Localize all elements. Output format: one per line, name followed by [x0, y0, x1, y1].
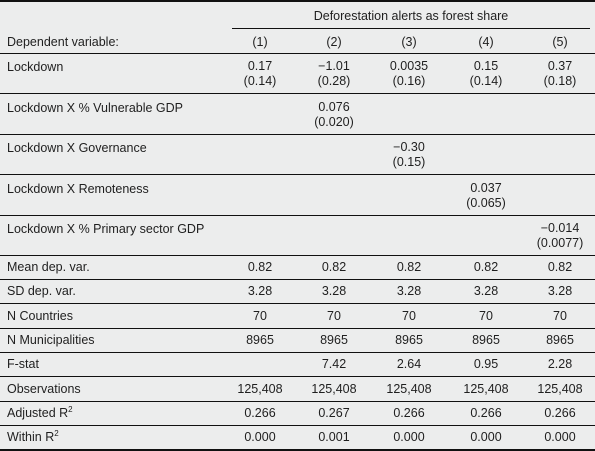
row-label: Within R2 — [7, 428, 59, 444]
statistic-value: 70 — [253, 309, 267, 323]
row-separator — [0, 352, 595, 353]
row-separator — [0, 255, 595, 256]
standard-error-value: (0.020) — [314, 115, 354, 129]
row-label: Lockdown X Governance — [7, 141, 147, 155]
row-separator — [0, 425, 595, 426]
statistic-value: 0.95 — [473, 357, 499, 371]
column-header-4: (4) — [478, 35, 494, 49]
standard-error-value: (0.18) — [543, 74, 577, 88]
statistic-value: 3.28 — [247, 284, 273, 298]
statistic-value: 3.28 — [547, 284, 573, 298]
statistic-value: 0.266 — [393, 406, 425, 420]
statistic-value: 0.000 — [393, 430, 425, 444]
statistic-value: 0.82 — [547, 260, 573, 274]
statistic-value: 0.267 — [318, 406, 350, 420]
statistic-value: 125,408 — [537, 382, 583, 396]
statistic-value: 0.000 — [244, 430, 276, 444]
group-underline — [232, 28, 590, 29]
statistic-value: 8965 — [395, 333, 423, 347]
statistic-value: 0.82 — [396, 260, 422, 274]
row-label: Lockdown X % Primary sector GDP — [7, 222, 205, 236]
row-label: Lockdown — [7, 60, 64, 74]
header-rule — [0, 53, 595, 54]
row-label: N Municipalities — [7, 333, 95, 347]
row-label: F-stat — [7, 357, 39, 371]
statistic-value: 0.82 — [247, 260, 273, 274]
row-label: Observations — [7, 382, 81, 396]
coefficient-value: 0.37 — [547, 59, 573, 73]
column-group-title: Deforestation alerts as forest share — [313, 9, 509, 23]
statistic-value: 0.266 — [544, 406, 576, 420]
row-separator — [0, 401, 595, 402]
statistic-value: 3.28 — [396, 284, 422, 298]
statistic-value: 125,408 — [311, 382, 357, 396]
row-separator — [0, 279, 595, 280]
standard-error-value: (0.16) — [392, 74, 426, 88]
coefficient-value: 0.076 — [318, 100, 350, 114]
statistic-value: 8965 — [472, 333, 500, 347]
statistic-value: 8965 — [246, 333, 274, 347]
statistic-value: 0.000 — [470, 430, 502, 444]
column-header-5: (5) — [552, 35, 568, 49]
coefficient-value: −0.014 — [540, 221, 580, 235]
coefficient-value: −0.30 — [393, 140, 425, 154]
statistic-value: 0.266 — [244, 406, 276, 420]
row-separator — [0, 303, 595, 304]
row-label: SD dep. var. — [7, 284, 76, 298]
dependent-variable-label: Dependent variable: — [7, 35, 119, 49]
standard-error-value: (0.14) — [243, 74, 277, 88]
column-header-2: (2) — [326, 35, 342, 49]
standard-error-value: (0.28) — [317, 74, 351, 88]
statistic-value: 0.000 — [544, 430, 576, 444]
standard-error-value: (0.15) — [392, 155, 426, 169]
row-separator — [0, 134, 595, 135]
statistic-value: 70 — [327, 309, 341, 323]
row-separator — [0, 328, 595, 329]
coefficient-value: 0.15 — [473, 59, 499, 73]
row-label: Lockdown X Remoteness — [7, 182, 149, 196]
column-header-1: (1) — [252, 35, 268, 49]
statistic-value: 2.28 — [547, 357, 573, 371]
standard-error-value: (0.0077) — [536, 236, 584, 250]
statistic-value: 125,408 — [237, 382, 283, 396]
standard-error-value: (0.14) — [469, 74, 503, 88]
standard-error-value: (0.065) — [466, 196, 506, 210]
statistic-value: 125,408 — [386, 382, 432, 396]
statistic-value: 70 — [553, 309, 567, 323]
statistic-value: 70 — [479, 309, 493, 323]
row-label: Adjusted R2 — [7, 404, 73, 420]
statistic-value: 7.42 — [321, 357, 347, 371]
statistic-value: 70 — [402, 309, 416, 323]
row-separator — [0, 93, 595, 94]
statistic-value: 3.28 — [321, 284, 347, 298]
statistic-value: 0.001 — [318, 430, 350, 444]
statistic-value: 3.28 — [473, 284, 499, 298]
row-separator — [0, 215, 595, 216]
statistic-value: 8965 — [546, 333, 574, 347]
top-rule — [0, 0, 595, 2]
row-separator — [0, 376, 595, 377]
coefficient-value: 0.17 — [247, 59, 273, 73]
statistic-value: 2.64 — [396, 357, 422, 371]
statistic-value: 0.266 — [470, 406, 502, 420]
row-separator — [0, 174, 595, 175]
coefficient-value: 0.037 — [470, 181, 502, 195]
coefficient-value: −1.01 — [318, 59, 350, 73]
row-label: Lockdown X % Vulnerable GDP — [7, 101, 184, 115]
row-label: Mean dep. var. — [7, 260, 90, 274]
superscript: 2 — [68, 404, 73, 414]
statistic-value: 125,408 — [463, 382, 509, 396]
statistic-value: 0.82 — [321, 260, 347, 274]
column-header-3: (3) — [401, 35, 417, 49]
superscript: 2 — [54, 428, 59, 438]
bottom-rule — [0, 449, 595, 451]
coefficient-value: 0.0035 — [389, 59, 429, 73]
statistic-value: 0.82 — [473, 260, 499, 274]
statistic-value: 8965 — [320, 333, 348, 347]
row-label: N Countries — [7, 309, 73, 323]
